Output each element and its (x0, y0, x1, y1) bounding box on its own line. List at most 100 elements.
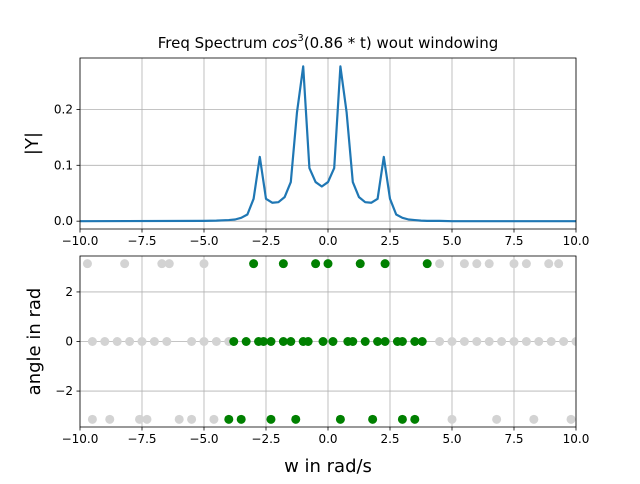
phase-point-significant (355, 259, 365, 269)
x-tick-label: 0.0 (318, 234, 337, 248)
phase-point-negligible (164, 259, 174, 269)
phase-point-significant (291, 414, 301, 424)
y-axis-label: angle in rad (24, 288, 45, 396)
phase-point-significant (323, 259, 333, 269)
x-tick-label: −5.0 (189, 234, 218, 248)
y-tick-label: 0.0 (54, 214, 73, 228)
phase-point-significant (417, 337, 427, 346)
magnitude-series-line (80, 65, 576, 223)
title-func: cos (272, 34, 297, 52)
phase-point-significant (335, 414, 345, 424)
phase-point-negligible (125, 337, 135, 346)
phase-point-significant (318, 337, 328, 346)
phase-point-significant (380, 259, 390, 269)
phase-point-negligible (162, 337, 172, 346)
phase-point-negligible (521, 337, 531, 346)
phase-point-significant (229, 337, 239, 346)
phase-point-significant (236, 414, 246, 424)
phase-point-negligible (509, 259, 519, 269)
x-tick-label: 7.5 (504, 234, 523, 248)
phase-point-negligible (209, 414, 219, 424)
phase-point-negligible (559, 337, 569, 346)
x-tick-label: 2.5 (380, 432, 399, 446)
phase-point-negligible (87, 414, 97, 424)
title-arg: (0.86 * t) (304, 34, 372, 52)
plot-area (82, 259, 576, 424)
phase-point-negligible (459, 259, 469, 269)
chart-title: Freq Spectrum cos3(0.86 * t) wout window… (158, 33, 499, 52)
phase-point-significant (303, 337, 313, 346)
magnitude-panel: −10.0 −7.5 −5.0 −2.5 0.0 2.5 5.0 7.5 10.0 0.0 0.1 0… (22, 57, 590, 248)
x-tick-label: −10.0 (62, 432, 99, 446)
phase-point-negligible (472, 259, 482, 269)
phase-point-negligible (571, 337, 576, 346)
phase-point-negligible (187, 414, 197, 424)
x-tick-label: −10.0 (62, 234, 99, 248)
x-tick-label: −5.0 (189, 432, 218, 446)
phase-point-negligible (472, 337, 482, 346)
phase-point-negligible (105, 414, 115, 424)
y-tick-label: 0 (65, 335, 73, 349)
phase-point-negligible (492, 414, 502, 424)
phase-point-significant (397, 337, 407, 346)
phase-point-significant (249, 259, 259, 269)
phase-point-significant (311, 259, 321, 269)
phase-point-significant (410, 337, 420, 346)
phase-point-significant (259, 337, 269, 346)
phase-point-significant (266, 337, 276, 346)
phase-point-negligible (199, 337, 209, 346)
x-tick-label: −7.5 (127, 234, 156, 248)
phase-point-negligible (137, 337, 147, 346)
phase-point-significant (360, 337, 370, 346)
phase-point-negligible (435, 337, 445, 346)
phase-point-negligible (566, 414, 576, 424)
phase-point-negligible (521, 259, 531, 269)
phase-point-significant (266, 414, 276, 424)
phase-point-negligible (120, 259, 130, 269)
y-tick-label: 0.1 (54, 158, 73, 172)
phase-point-negligible (87, 337, 97, 346)
phase-point-significant (278, 259, 288, 269)
phase-point-negligible (459, 337, 469, 346)
phase-point-significant (328, 337, 338, 346)
title-suffix: wout windowing (372, 34, 498, 52)
title-prefix: Freq Spectrum (158, 34, 272, 52)
phase-point-negligible (484, 259, 494, 269)
phase-point-negligible (497, 337, 507, 346)
phase-point-significant (397, 414, 407, 424)
phase-point-significant (410, 414, 420, 424)
x-tick-label: 7.5 (504, 432, 523, 446)
phase-point-negligible (447, 337, 457, 346)
phase-point-negligible (82, 259, 92, 269)
phase-point-negligible (100, 337, 110, 346)
phase-point-negligible (112, 337, 122, 346)
x-tick-label: 10.0 (563, 234, 590, 248)
phase-point-negligible (447, 414, 457, 424)
phase-point-significant (348, 337, 358, 346)
phase-point-negligible (534, 337, 544, 346)
phase-point-negligible (435, 259, 445, 269)
title-power: 3 (297, 33, 303, 44)
phase-point-significant (224, 414, 234, 424)
phase-point-negligible (142, 414, 152, 424)
x-tick-label: 10.0 (563, 432, 590, 446)
phase-point-negligible (509, 337, 519, 346)
phase-point-negligible (211, 337, 221, 346)
y-axis-label: |Y| (22, 132, 43, 155)
phase-point-negligible (546, 337, 556, 346)
phase-point-significant (380, 337, 390, 346)
phase-point-negligible (174, 414, 184, 424)
phase-point-significant (368, 414, 378, 424)
x-tick-label: 5.0 (442, 432, 461, 446)
y-tick-label: −2 (55, 384, 73, 398)
x-tick-label: 0.0 (318, 432, 337, 446)
y-tick-label: 0.2 (54, 102, 73, 116)
phase-point-significant (373, 337, 383, 346)
phase-point-negligible (544, 259, 554, 269)
phase-point-negligible (529, 414, 539, 424)
x-tick-label: 2.5 (380, 234, 399, 248)
phase-point-negligible (187, 337, 197, 346)
